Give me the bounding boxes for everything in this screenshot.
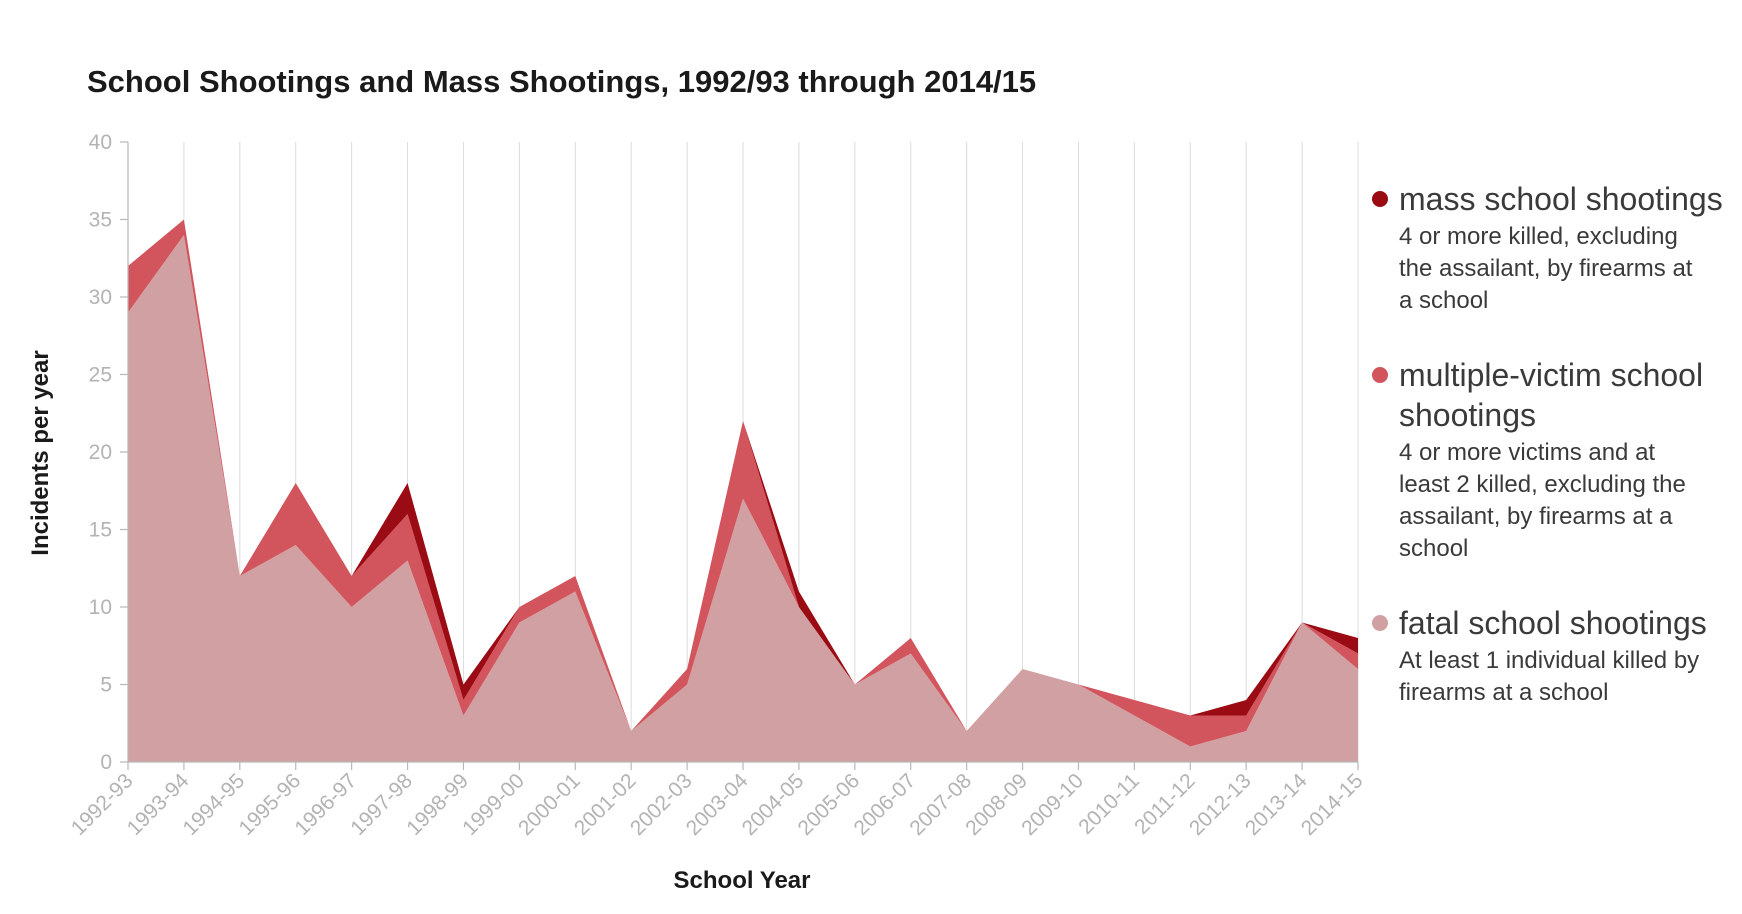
x-tick-label: 2005-06 bbox=[794, 769, 865, 840]
x-tick-label: 1997-98 bbox=[346, 769, 417, 840]
legend-item-fatal-school-shootings: fatal school shootings At least 1 individ… bbox=[1372, 605, 1707, 706]
legend-label: mass school shootings bbox=[1399, 181, 1723, 217]
x-tick-label: 1998-99 bbox=[402, 769, 473, 840]
y-tick-label: 0 bbox=[100, 751, 112, 774]
stacked-areas bbox=[128, 219, 1358, 762]
legend-marker bbox=[1372, 615, 1388, 631]
x-tick-label: 2004-05 bbox=[738, 769, 809, 840]
y-tick-label: 5 bbox=[100, 674, 112, 697]
y-axis-title: Incidents per year bbox=[27, 350, 54, 555]
legend-label: multiple-victim school bbox=[1399, 357, 1703, 393]
x-tick-label: 2014-15 bbox=[1297, 769, 1368, 840]
legend-description: firearms at a school bbox=[1399, 679, 1608, 706]
x-tick-label: 2010-11 bbox=[1074, 769, 1144, 839]
legend-marker bbox=[1372, 191, 1388, 207]
chart-title: School Shootings and Mass Shootings, 199… bbox=[87, 64, 1036, 99]
x-tick-label: 2000-01 bbox=[514, 769, 585, 840]
x-tick-label: 1992-93 bbox=[67, 769, 138, 840]
y-tick-label: 10 bbox=[89, 596, 112, 619]
legend-description: At least 1 individual killed by bbox=[1399, 647, 1699, 674]
x-tick-label: 1999-00 bbox=[458, 769, 529, 840]
area-mass-school-shootings bbox=[128, 219, 1358, 731]
x-axis-title: School Year bbox=[674, 867, 811, 894]
x-tick-label: 2002-03 bbox=[626, 769, 697, 840]
legend-item-multiple-victim-school-shootings: multiple-victim school shootings 4 or more… bbox=[1372, 357, 1703, 562]
legend-description: least 2 killed, excluding the bbox=[1399, 471, 1686, 498]
x-tick-label: 1994-95 bbox=[179, 769, 250, 840]
legend-description: assailant, by firearms at a bbox=[1399, 503, 1673, 530]
y-tick-label: 20 bbox=[89, 441, 112, 464]
legend-label: fatal school shootings bbox=[1399, 605, 1707, 641]
legend-description: the assailant, by firearms at bbox=[1399, 255, 1693, 282]
legend-description: 4 or more killed, excluding bbox=[1399, 223, 1678, 250]
legend-marker bbox=[1372, 367, 1388, 383]
legend: mass school shootings 4 or more killed, e… bbox=[1372, 181, 1723, 706]
legend-description: a school bbox=[1399, 287, 1488, 314]
y-tick-label: 25 bbox=[89, 364, 112, 387]
x-tick-label: 2008-09 bbox=[961, 769, 1032, 840]
x-tick-label: 2009-10 bbox=[1017, 769, 1088, 840]
legend-label: shootings bbox=[1399, 397, 1536, 433]
legend-description: 4 or more victims and at bbox=[1399, 439, 1655, 466]
legend-item-mass-school-shootings: mass school shootings 4 or more killed, e… bbox=[1372, 181, 1723, 314]
y-tick-label: 40 bbox=[89, 131, 112, 154]
legend-description: school bbox=[1399, 535, 1468, 562]
y-tick-label: 30 bbox=[89, 286, 112, 309]
y-tick-label: 35 bbox=[89, 209, 112, 232]
y-tick-label: 15 bbox=[89, 519, 112, 542]
area-multiple-victim-school-shootings bbox=[128, 219, 1358, 747]
